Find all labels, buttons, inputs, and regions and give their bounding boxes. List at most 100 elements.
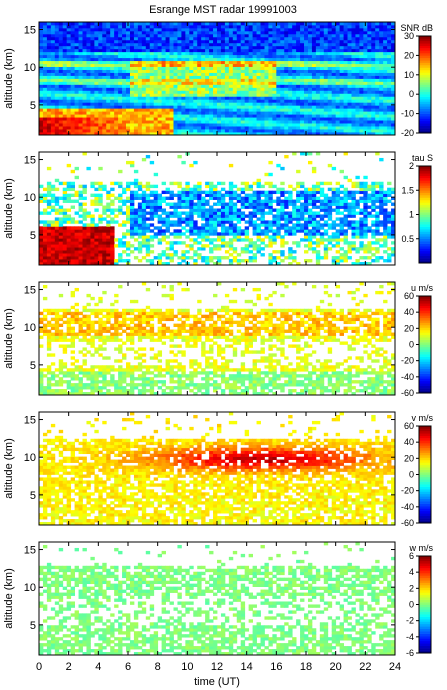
heatmap-cell [149,93,155,97]
heatmap-cell [161,84,166,88]
heatmap-cell [327,75,333,79]
heatmap-cell [129,160,135,165]
heatmap-cell [240,60,246,65]
heatmap-cell [110,232,115,236]
heatmap-cell [70,72,75,76]
heatmap-cell [391,30,396,35]
heatmap-cell [300,226,305,230]
heatmap-cell [62,78,68,82]
heatmap-cell [213,96,218,100]
heatmap-cell [46,256,52,260]
heatmap-cell [169,27,174,32]
heatmap-cell [137,39,143,44]
heatmap-cell [70,81,75,85]
heatmap-cell [197,120,202,124]
heatmap-cell [181,45,186,50]
heatmap-cell [145,96,151,100]
heatmap-cell [42,24,48,29]
heatmap-cell [177,217,182,221]
heatmap-cell [367,27,372,32]
heatmap-cell [256,202,261,206]
heatmap-cell [122,87,127,91]
heatmap-cell [141,81,147,85]
heatmap-cell [232,232,238,236]
heatmap-cell [50,223,56,227]
heatmap-cell [110,217,115,221]
heatmap-cell [181,205,186,209]
heatmap-cell [232,238,238,242]
heatmap-cell [62,241,68,245]
heatmap-cell [280,190,285,195]
heatmap-cell [292,211,297,215]
heatmap-cell [304,72,309,76]
heatmap-cell [86,262,91,266]
heatmap-cell [276,87,281,91]
heatmap-cell [205,27,210,32]
heatmap-cell [359,132,364,136]
heatmap-cell [169,102,174,106]
heatmap-cell [98,253,103,257]
heatmap-cell [193,108,198,112]
heatmap-cell [339,93,344,97]
heatmap-cell [161,96,166,100]
heatmap-cell [66,235,72,239]
heatmap-cell [288,211,293,215]
heatmap-cell [129,217,135,221]
heatmap-cell [137,63,143,67]
heatmap-cell [90,111,95,115]
heatmap-cell [272,81,277,85]
heatmap-cell [74,69,79,73]
heatmap-cell [153,84,159,88]
heatmap-cell [371,120,376,124]
heatmap-cell [70,27,75,32]
heatmap-cell [201,244,206,248]
heatmap-cell [284,54,289,59]
heatmap-cell [86,244,91,248]
colorbar-tick-label: -20 [401,128,414,138]
heatmap-cell [383,66,388,70]
heatmap-cell [197,48,202,53]
heatmap-cell [86,229,91,233]
heatmap-cell [86,84,91,88]
heatmap-cell [189,202,194,206]
heatmap-cell [347,96,352,100]
heatmap-cell [114,69,119,73]
heatmap-cell [106,96,111,100]
heatmap-cell [54,220,60,224]
heatmap-cell [272,96,277,100]
heatmap-cell [331,75,337,79]
heatmap-cell [371,33,376,38]
heatmap-cell [244,232,250,236]
heatmap-cell [260,220,265,224]
heatmap-cell [205,217,210,221]
heatmap-cell [70,220,75,224]
heatmap-cell [371,42,376,47]
heatmap-cell [213,84,218,88]
heatmap-cell [189,45,194,50]
heatmap-cell [331,66,337,70]
heatmap-cell [201,259,206,263]
heatmap-cell [371,123,376,127]
heatmap-cell [323,78,329,82]
heatmap-cell [54,81,60,85]
heatmap-cell [189,108,194,112]
heatmap-cell [228,226,234,230]
colorbar-segment [419,86,431,90]
heatmap-cell [145,81,151,85]
heatmap-cell [236,48,242,53]
heatmap-cell [383,126,388,130]
heatmap-cell [153,226,159,230]
heatmap-cell [335,42,341,47]
heatmap-cell [213,220,218,224]
heatmap-cell [224,22,230,26]
heatmap-cell [220,57,226,62]
heatmap-cell [137,78,143,82]
heatmap-cell [161,120,166,124]
heatmap-cell [224,30,230,35]
heatmap-cell [307,132,313,136]
heatmap-cell [323,123,329,127]
heatmap-cell [185,187,190,192]
heatmap-cell [232,66,238,70]
heatmap-cell [367,45,372,50]
heatmap-cell [66,199,72,203]
